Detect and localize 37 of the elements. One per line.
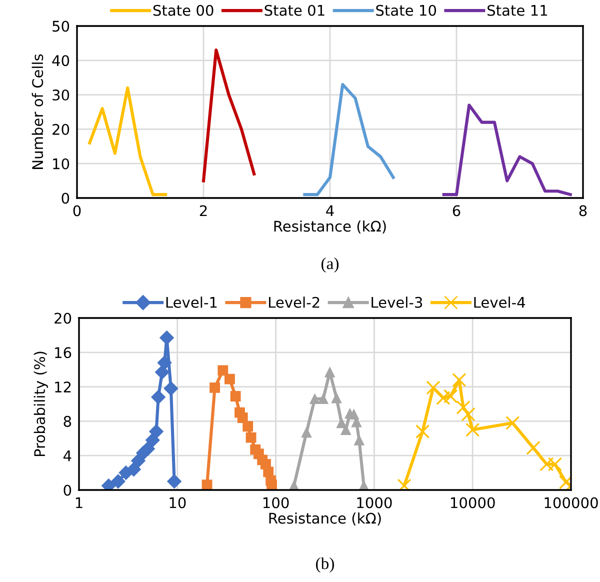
legend-label: Level-4 [474, 296, 526, 308]
y-tick-label: 20 [52, 124, 70, 135]
y-tick-label: 20 [54, 312, 72, 324]
legend-label: State 00 [153, 4, 214, 16]
x-tick-label: 10 [170, 497, 186, 508]
legend-label: Level-2 [269, 296, 320, 308]
y-tick-label: 8 [64, 416, 72, 427]
x-tick-label: 4 [326, 205, 334, 216]
x-tick-label: 6 [452, 205, 460, 216]
y-tick-label: 50 [52, 20, 70, 32]
text: (b) [316, 557, 334, 573]
y-tick-label: 4 [63, 450, 72, 462]
text: (a) [321, 257, 339, 273]
y-axis-title: Number of Cells [32, 54, 44, 169]
y-tick-label: 40 [52, 55, 70, 66]
y-tick-label: 0 [62, 192, 70, 204]
y-tick-label: 0 [64, 484, 72, 496]
x-tick-label: 1 [76, 497, 82, 508]
y-tick-label: 10 [53, 158, 70, 170]
legend-label: State 10 [376, 4, 436, 16]
y-tick-label: 12 [55, 382, 71, 392]
x-axis-title: Resistance (kΩ) [269, 512, 381, 526]
y-tick-label: 30 [52, 90, 70, 101]
y-axis-title: Probability (%) [34, 352, 48, 456]
x-axis-title: Resistance (kΩ) [274, 220, 386, 234]
x-tick-label: 1000 [357, 497, 392, 508]
legend-label: State 01 [264, 4, 324, 16]
x-tick-label: 8 [579, 205, 587, 216]
legend-label: State 11 [488, 4, 548, 16]
x-tick-label: 100000 [544, 497, 598, 508]
legend-label: Level-3 [372, 296, 422, 308]
legend-label: Level-1 [166, 296, 217, 308]
x-tick-label: 10000 [451, 497, 495, 508]
x-tick-label: 100 [263, 497, 289, 508]
x-tick-label: 2 [200, 205, 207, 216]
x-tick-label: 0 [73, 205, 81, 216]
y-tick-label: 16 [55, 347, 72, 358]
